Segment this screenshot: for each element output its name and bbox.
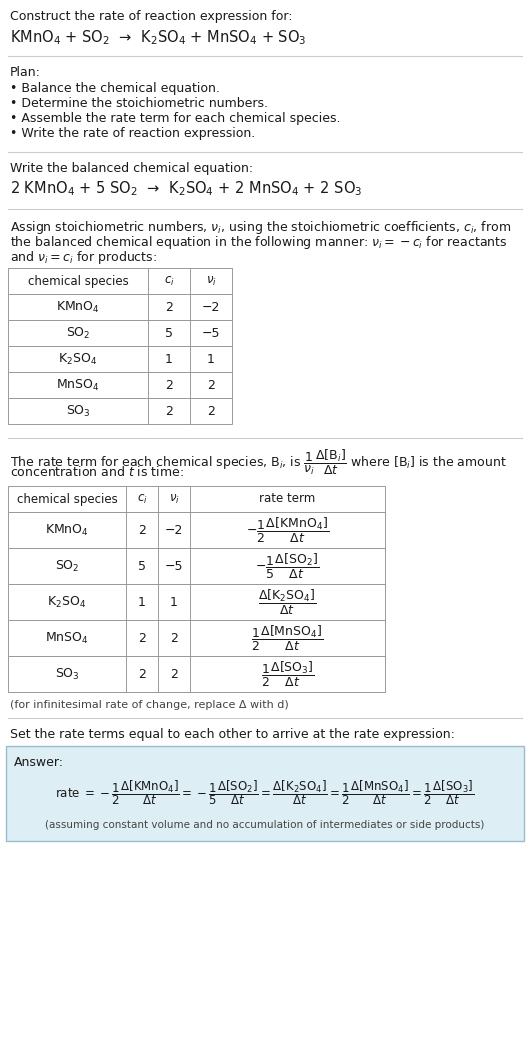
Text: 2: 2 bbox=[207, 379, 215, 391]
Text: MnSO$_4$: MnSO$_4$ bbox=[56, 378, 100, 392]
Text: K$_2$SO$_4$: K$_2$SO$_4$ bbox=[58, 351, 98, 366]
Text: (assuming constant volume and no accumulation of intermediates or side products): (assuming constant volume and no accumul… bbox=[45, 820, 485, 829]
Text: $\dfrac{\Delta[\mathrm{K_2SO_4}]}{\Delta t}$: $\dfrac{\Delta[\mathrm{K_2SO_4}]}{\Delta… bbox=[258, 588, 317, 616]
Text: • Write the rate of reaction expression.: • Write the rate of reaction expression. bbox=[10, 127, 255, 140]
Bar bbox=[8, 397, 232, 424]
Bar bbox=[8, 294, 232, 320]
Text: The rate term for each chemical species, B$_i$, is $\dfrac{1}{\nu_i}\dfrac{\Delt: The rate term for each chemical species,… bbox=[10, 448, 507, 477]
Text: KMnO$_4$: KMnO$_4$ bbox=[56, 299, 100, 315]
Text: Construct the rate of reaction expression for:: Construct the rate of reaction expressio… bbox=[10, 10, 293, 23]
Bar bbox=[8, 268, 232, 294]
Text: 1: 1 bbox=[170, 595, 178, 609]
Text: 2: 2 bbox=[138, 523, 146, 537]
Text: 5: 5 bbox=[165, 326, 173, 340]
Text: SO$_3$: SO$_3$ bbox=[55, 666, 80, 682]
Text: SO$_3$: SO$_3$ bbox=[66, 404, 91, 418]
Text: KMnO$_4$: KMnO$_4$ bbox=[45, 522, 89, 538]
Text: $-\dfrac{1}{5}\dfrac{\Delta[\mathrm{SO_2}]}{\Delta t}$: $-\dfrac{1}{5}\dfrac{\Delta[\mathrm{SO_2… bbox=[255, 551, 320, 581]
Text: 2: 2 bbox=[138, 632, 146, 644]
Text: 1: 1 bbox=[207, 353, 215, 365]
Text: $c_i$: $c_i$ bbox=[137, 493, 147, 505]
Text: concentration and $t$ is time:: concentration and $t$ is time: bbox=[10, 465, 184, 479]
Text: 2: 2 bbox=[207, 405, 215, 417]
Text: Set the rate terms equal to each other to arrive at the rate expression:: Set the rate terms equal to each other t… bbox=[10, 728, 455, 741]
Text: $c_i$: $c_i$ bbox=[164, 274, 174, 288]
Text: 2: 2 bbox=[170, 632, 178, 644]
Text: chemical species: chemical species bbox=[28, 274, 128, 288]
Text: −5: −5 bbox=[165, 560, 183, 572]
Bar bbox=[8, 656, 385, 692]
Text: Plan:: Plan: bbox=[10, 66, 41, 79]
Bar bbox=[8, 548, 385, 584]
Text: $\nu_i$: $\nu_i$ bbox=[169, 493, 180, 505]
Text: Answer:: Answer: bbox=[14, 756, 64, 769]
Text: rate $= -\dfrac{1}{2}\dfrac{\Delta[\mathrm{KMnO_4}]}{\Delta t} = -\dfrac{1}{5}\d: rate $= -\dfrac{1}{2}\dfrac{\Delta[\math… bbox=[56, 778, 474, 806]
Text: • Balance the chemical equation.: • Balance the chemical equation. bbox=[10, 82, 220, 95]
Text: 2: 2 bbox=[165, 300, 173, 314]
Text: rate term: rate term bbox=[259, 493, 316, 505]
Bar bbox=[8, 511, 385, 548]
Text: (for infinitesimal rate of change, replace Δ with d): (for infinitesimal rate of change, repla… bbox=[10, 700, 289, 710]
Bar bbox=[8, 372, 232, 397]
Text: SO$_2$: SO$_2$ bbox=[55, 559, 80, 573]
Bar bbox=[8, 346, 232, 372]
Text: MnSO$_4$: MnSO$_4$ bbox=[45, 631, 89, 645]
Bar bbox=[8, 620, 385, 656]
Text: and $\nu_i = c_i$ for products:: and $\nu_i = c_i$ for products: bbox=[10, 249, 157, 266]
Text: Assign stoichiometric numbers, $\nu_i$, using the stoichiometric coefficients, $: Assign stoichiometric numbers, $\nu_i$, … bbox=[10, 219, 511, 236]
Text: $\nu_i$: $\nu_i$ bbox=[206, 274, 216, 288]
Text: K$_2$SO$_4$: K$_2$SO$_4$ bbox=[48, 594, 86, 610]
Text: $\dfrac{1}{2}\dfrac{\Delta[\mathrm{MnSO_4}]}{\Delta t}$: $\dfrac{1}{2}\dfrac{\Delta[\mathrm{MnSO_… bbox=[251, 623, 324, 653]
Text: 2 KMnO$_4$ + 5 SO$_2$  →  K$_2$SO$_4$ + 2 MnSO$_4$ + 2 SO$_3$: 2 KMnO$_4$ + 5 SO$_2$ → K$_2$SO$_4$ + 2 … bbox=[10, 179, 363, 198]
Text: chemical species: chemical species bbox=[16, 493, 117, 505]
Text: 1: 1 bbox=[138, 595, 146, 609]
Text: • Determine the stoichiometric numbers.: • Determine the stoichiometric numbers. bbox=[10, 97, 268, 110]
Text: 2: 2 bbox=[165, 405, 173, 417]
Text: 1: 1 bbox=[165, 353, 173, 365]
Text: 2: 2 bbox=[170, 667, 178, 681]
Bar bbox=[6, 746, 524, 841]
Text: the balanced chemical equation in the following manner: $\nu_i = -c_i$ for react: the balanced chemical equation in the fo… bbox=[10, 234, 508, 251]
Text: −2: −2 bbox=[202, 300, 220, 314]
Bar bbox=[8, 320, 232, 346]
Text: 5: 5 bbox=[138, 560, 146, 572]
Text: $-\dfrac{1}{2}\dfrac{\Delta[\mathrm{KMnO_4}]}{\Delta t}$: $-\dfrac{1}{2}\dfrac{\Delta[\mathrm{KMnO… bbox=[246, 516, 329, 545]
Bar bbox=[8, 584, 385, 620]
Text: 2: 2 bbox=[165, 379, 173, 391]
Text: SO$_2$: SO$_2$ bbox=[66, 325, 90, 341]
Text: −5: −5 bbox=[202, 326, 220, 340]
Bar bbox=[8, 486, 385, 511]
Text: • Assemble the rate term for each chemical species.: • Assemble the rate term for each chemic… bbox=[10, 112, 340, 126]
Text: −2: −2 bbox=[165, 523, 183, 537]
Text: Write the balanced chemical equation:: Write the balanced chemical equation: bbox=[10, 162, 253, 175]
Text: KMnO$_4$ + SO$_2$  →  K$_2$SO$_4$ + MnSO$_4$ + SO$_3$: KMnO$_4$ + SO$_2$ → K$_2$SO$_4$ + MnSO$_… bbox=[10, 28, 306, 47]
Text: 2: 2 bbox=[138, 667, 146, 681]
Text: $\dfrac{1}{2}\dfrac{\Delta[\mathrm{SO_3}]}{\Delta t}$: $\dfrac{1}{2}\dfrac{\Delta[\mathrm{SO_3}… bbox=[261, 659, 314, 688]
